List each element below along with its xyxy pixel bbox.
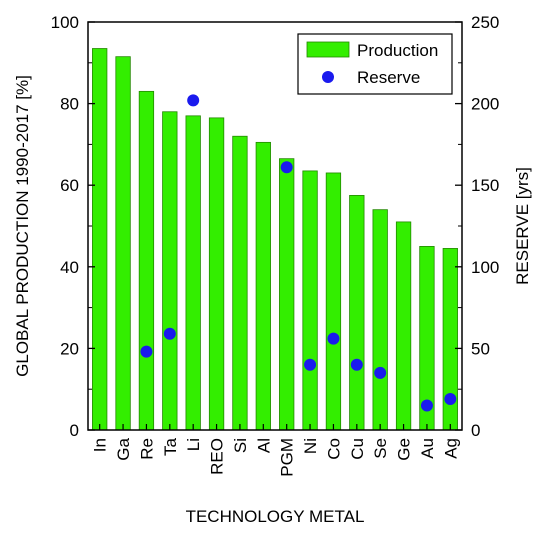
y-right-tick-label: 50 (471, 339, 490, 358)
reserve-point-co (327, 332, 340, 345)
production-bar-si (232, 135, 248, 431)
legend-production-label: Production (357, 41, 438, 60)
y-right-tick-label: 100 (471, 258, 499, 277)
y-left-tick-label: 20 (60, 339, 79, 358)
reserve-point-ni (304, 358, 317, 371)
reserve-point-pgm (280, 161, 293, 174)
x-tick-label-au: Au (418, 438, 437, 459)
production-bar-ga (115, 56, 131, 431)
production-bar-ta (162, 111, 178, 431)
production-bar-co (325, 172, 342, 431)
x-tick-label-re: Re (137, 438, 156, 460)
production-bar-cu (349, 194, 365, 431)
x-tick-label-ga: Ga (114, 437, 133, 460)
reserve-point-re (140, 345, 153, 358)
x-tick-label-pgm: PGM (278, 438, 297, 477)
x-tick-label-se: Se (371, 438, 390, 459)
reserve-point-ta (163, 327, 176, 340)
legend: Production Reserve (297, 33, 453, 95)
x-tick-label-ag: Ag (441, 438, 460, 459)
reserve-point-ag (444, 392, 457, 405)
y-left-tick-label: 80 (60, 95, 79, 114)
x-tick-label-cu: Cu (348, 438, 367, 460)
y-left-tick-label: 0 (70, 421, 79, 440)
x-tick-label-si: Si (231, 438, 250, 453)
x-tick-label-al: Al (254, 438, 273, 453)
legend-reserve-label: Reserve (357, 68, 420, 87)
production-bar-se (372, 209, 388, 431)
y-left-tick-label: 40 (60, 258, 79, 277)
x-tick-label-li: Li (184, 438, 203, 451)
y-left-tick-label: 60 (60, 176, 79, 195)
production-bar-reo (208, 117, 225, 431)
reserve-point-se (374, 366, 387, 379)
y-right-tick-label: 200 (471, 95, 499, 114)
production-bar-ge (395, 221, 412, 431)
y-axis-left-title: GLOBAL PRODUCTION 1990-2017 [%] (13, 75, 32, 377)
production-bar-li (185, 115, 201, 431)
x-tick-label-ta: Ta (161, 437, 180, 456)
x-tick-label-in: In (91, 438, 110, 452)
production-bar-al (255, 141, 271, 431)
production-bar-pgm (279, 158, 295, 431)
y-right-tick-label: 150 (471, 176, 499, 195)
x-tick-label-ge: Ge (395, 438, 414, 461)
production-bar-re (138, 90, 155, 431)
reserve-point-li (187, 94, 200, 107)
production-bar-ni (302, 170, 318, 431)
reserve-point-cu (350, 358, 363, 371)
y-axis-right-title: RESERVE [yrs] (513, 167, 532, 285)
production-bar-in (92, 48, 108, 431)
legend-production-swatch (306, 41, 350, 58)
y-right-tick-label: 250 (471, 13, 499, 32)
x-tick-label-reo: REO (208, 438, 227, 475)
x-axis-title: TECHNOLOGY METAL (186, 507, 365, 526)
x-tick-label-ni: Ni (301, 438, 320, 454)
legend-reserve-swatch (322, 71, 334, 83)
reserve-points (140, 94, 457, 412)
production-bars (92, 48, 458, 431)
x-tick-label-co: Co (324, 438, 343, 460)
y-left-tick-label: 100 (51, 13, 79, 32)
reserve-point-au (420, 399, 433, 412)
y-right-tick-label: 0 (471, 421, 480, 440)
